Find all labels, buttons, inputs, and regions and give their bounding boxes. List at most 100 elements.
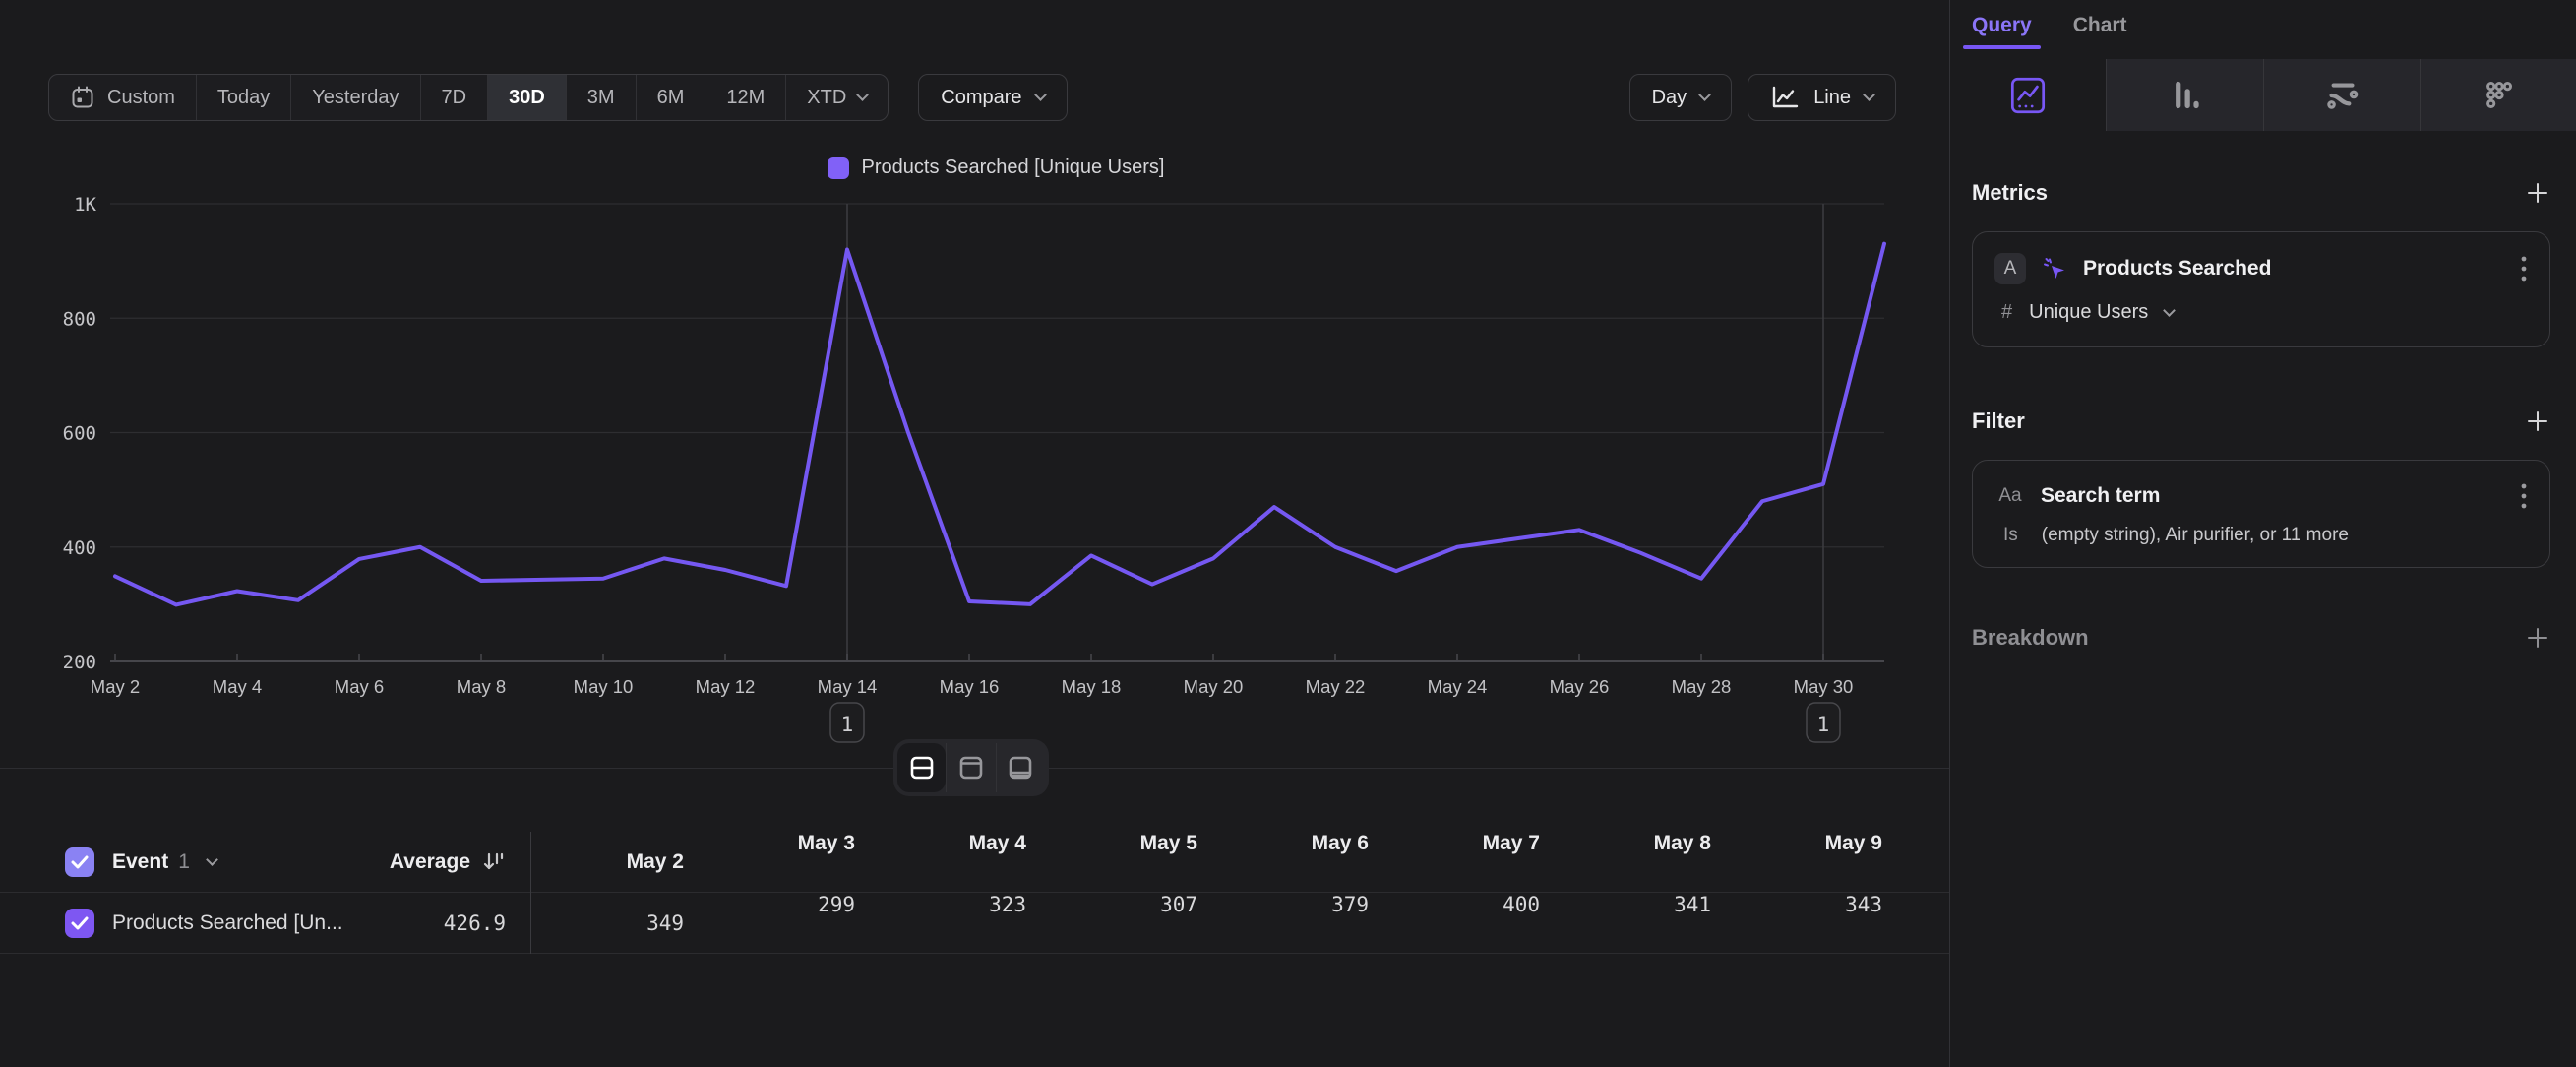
date-column-header[interactable]: May 8 (1558, 832, 1729, 893)
date-range-12m[interactable]: 12M (705, 75, 786, 120)
filter-kebab-menu[interactable] (2518, 481, 2530, 511)
date-column-header[interactable]: May 6 (1215, 832, 1386, 893)
bar-chart-icon (2162, 73, 2207, 118)
x-axis-tick-label: May 20 (1184, 676, 1244, 697)
date-value-cell: 343 (1729, 893, 1900, 954)
date-range-30d[interactable]: 30D (488, 75, 567, 120)
x-axis-tick-label: May 24 (1428, 676, 1488, 697)
x-axis-tick-label: May 18 (1062, 676, 1122, 697)
line-chart-icon (1770, 85, 1800, 110)
x-axis-tick-label: May 6 (335, 676, 384, 697)
insights-line-chart-icon (2005, 73, 2051, 118)
sidebar-body: Metrics A (1950, 180, 2576, 651)
y-axis-tick-label: 600 (63, 423, 96, 445)
compare-button[interactable]: Compare (918, 74, 1067, 121)
layout-chart-only-button[interactable] (946, 743, 995, 792)
kebab-menu-icon (2520, 481, 2528, 511)
date-column-header[interactable]: May 2 (530, 832, 702, 893)
chart-type-dropdown[interactable]: Line (1748, 74, 1896, 121)
date-value-cell: 307 (1044, 893, 1215, 954)
date-range-today[interactable]: Today (197, 75, 291, 120)
filter-section-header: Filter (1972, 408, 2550, 434)
y-axis-tick-label: 1K (74, 194, 96, 216)
filter-condition[interactable]: Is (empty string), Air purifier, or 11 m… (1994, 525, 2530, 546)
check-icon (71, 855, 89, 869)
chevron-down-icon (1034, 89, 1047, 101)
series-legend-label: Products Searched [Unique Users] (862, 157, 1165, 179)
metric-card[interactable]: A Products Searched (1972, 231, 2550, 347)
add-breakdown-button[interactable] (2525, 625, 2550, 651)
layout-split-view-button[interactable] (897, 743, 946, 792)
date-range-yesterday[interactable]: Yesterday (291, 75, 420, 120)
x-axis-tick-label: May 26 (1550, 676, 1610, 697)
calendar-icon (70, 85, 95, 110)
y-axis-tick-label: 800 (63, 308, 96, 330)
tab-flows[interactable] (2263, 59, 2420, 131)
metric-letter-badge: A (1994, 253, 2026, 284)
series-color-swatch (828, 157, 849, 179)
date-column-header[interactable]: May 7 (1386, 832, 1558, 893)
aggregation-label: Unique Users (2029, 301, 2148, 324)
event-count: 1 (178, 850, 190, 874)
tab-query[interactable]: Query (1972, 14, 2032, 55)
y-axis-tick-label: 200 (63, 652, 96, 673)
x-axis-tick-label: May 16 (940, 676, 1000, 697)
event-click-icon (2041, 255, 2068, 282)
date-range-3m[interactable]: 3M (567, 75, 637, 120)
metric-kebab-menu[interactable] (2518, 254, 2530, 283)
x-axis-tick-label: May 4 (213, 676, 262, 697)
metrics-section-header: Metrics (1972, 180, 2550, 206)
add-metric-button[interactable] (2525, 180, 2550, 206)
filter-card[interactable]: Aa Search term Is (empty string), Air pu… (1972, 460, 2550, 568)
date-column-header[interactable]: May 5 (1044, 832, 1215, 893)
select-all-checkbox[interactable] (65, 847, 94, 877)
number-symbol: # (2001, 301, 2012, 324)
date-value-cell: 299 (702, 893, 873, 954)
date-value-cell: 400 (1386, 893, 1558, 954)
aggregation-dropdown[interactable]: # Unique Users (1994, 301, 2530, 324)
chevron-down-icon (2163, 304, 2176, 317)
granularity-label: Day (1652, 87, 1687, 109)
line-chart[interactable]: 1K800600400200May 2May 4May 6May 8May 10… (39, 187, 1929, 758)
date-range-label: XTD (807, 87, 846, 109)
date-column-header[interactable]: May 9 (1729, 832, 1900, 893)
string-property-type-icon: Aa (1994, 485, 2026, 507)
line-chart-svg: 1K800600400200May 2May 4May 6May 8May 10… (39, 187, 1929, 758)
tab-chart[interactable]: Chart (2073, 14, 2127, 55)
tab-bar-chart[interactable] (2106, 59, 2262, 131)
date-value-cells: 349299323307379400341343 (530, 893, 1900, 954)
layout-table-only-button[interactable] (996, 743, 1045, 792)
date-range-custom[interactable]: Custom (49, 75, 197, 120)
series-checkbox[interactable] (65, 909, 94, 938)
date-value-cell: 379 (1215, 893, 1386, 954)
date-column-header[interactable]: May 3 (702, 832, 873, 893)
add-filter-button[interactable] (2525, 408, 2550, 434)
chart-legend[interactable]: Products Searched [Unique Users] (110, 157, 1881, 179)
date-range-xtd[interactable]: XTD (786, 75, 888, 120)
chevron-down-icon (1863, 89, 1875, 101)
y-axis-tick-label: 400 (63, 537, 96, 559)
event-click-icon (2041, 255, 2068, 282)
tab-insights-line-chart[interactable] (1950, 59, 2106, 131)
date-range-7d[interactable]: 7D (421, 75, 489, 120)
x-axis-tick-label: May 22 (1306, 676, 1366, 697)
filter-operator: Is (2003, 525, 2018, 546)
series-line (115, 244, 1884, 605)
filter-title: Filter (1972, 408, 2025, 434)
flows-icon (2319, 73, 2364, 118)
chart-toolbar: CustomTodayYesterday 7D 30D3M6M12M XTD Comp… (48, 74, 1896, 121)
metric-event-name: Products Searched (2083, 257, 2503, 281)
date-range-label: 7D (442, 87, 467, 109)
tab-funnel-dots[interactable] (2420, 59, 2576, 131)
granularity-dropdown[interactable]: Day (1629, 74, 1733, 121)
date-range-6m[interactable]: 6M (637, 75, 706, 120)
x-axis-tick-label: May 10 (574, 676, 634, 697)
chevron-down-icon[interactable] (206, 853, 218, 866)
plus-icon (2525, 408, 2550, 434)
date-column-headers: May 2May 3May 4May 5May 6May 7May 8May 9 (530, 832, 1900, 893)
date-column-header[interactable]: May 4 (873, 832, 1044, 893)
average-column-header[interactable]: Average (374, 850, 530, 874)
date-value-cell: 323 (873, 893, 1044, 954)
plus-icon (2525, 180, 2550, 206)
x-axis-tick-label: May 28 (1672, 676, 1732, 697)
